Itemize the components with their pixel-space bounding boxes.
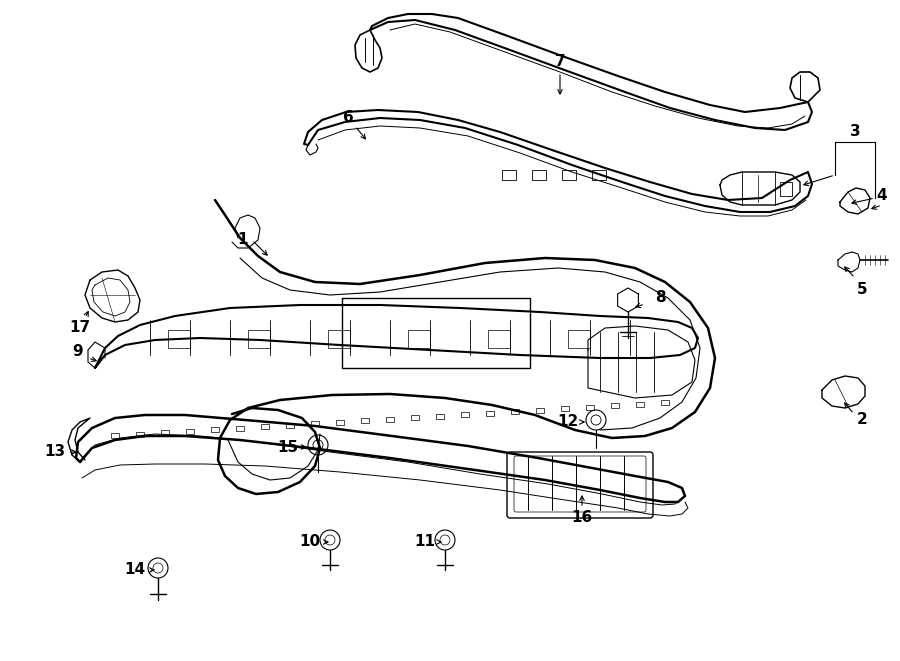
Bar — [408, 330, 430, 348]
Bar — [236, 426, 244, 430]
Bar — [562, 170, 576, 180]
Bar — [386, 416, 394, 422]
Text: 11: 11 — [415, 535, 436, 549]
Text: 1: 1 — [238, 233, 248, 247]
Bar — [336, 420, 344, 424]
Bar — [592, 170, 606, 180]
Bar — [411, 415, 419, 420]
Bar — [111, 433, 119, 438]
Text: 3: 3 — [850, 124, 860, 139]
Bar — [636, 401, 644, 407]
Text: 9: 9 — [73, 344, 84, 360]
Bar — [780, 182, 792, 196]
Bar — [502, 170, 516, 180]
Text: 2: 2 — [857, 412, 868, 428]
Bar — [486, 410, 494, 416]
Bar — [136, 432, 144, 436]
Bar — [311, 421, 319, 426]
Bar — [261, 424, 269, 429]
Bar — [211, 427, 219, 432]
Text: 5: 5 — [857, 282, 868, 297]
Bar — [328, 330, 350, 348]
Text: 17: 17 — [69, 321, 91, 336]
Bar — [488, 330, 510, 348]
Bar — [286, 422, 294, 428]
Text: 13: 13 — [44, 444, 66, 459]
Text: 8: 8 — [654, 290, 665, 305]
Bar — [168, 330, 190, 348]
Bar — [436, 414, 444, 418]
Bar — [461, 412, 469, 417]
Bar — [661, 400, 669, 405]
Text: 7: 7 — [554, 54, 565, 69]
Text: 15: 15 — [277, 440, 299, 455]
Bar — [568, 330, 590, 348]
Text: 16: 16 — [572, 510, 592, 525]
Text: 10: 10 — [300, 535, 320, 549]
Bar — [186, 428, 194, 434]
Text: 12: 12 — [557, 414, 579, 430]
Bar — [611, 403, 619, 408]
Bar — [561, 406, 569, 411]
Bar — [161, 430, 169, 435]
Bar — [536, 407, 544, 412]
Text: 6: 6 — [343, 110, 354, 126]
Text: 4: 4 — [877, 188, 887, 202]
Bar — [586, 405, 594, 410]
Bar — [248, 330, 270, 348]
Text: 14: 14 — [124, 563, 146, 578]
Bar — [511, 409, 519, 414]
Bar — [532, 170, 546, 180]
Bar — [361, 418, 369, 423]
